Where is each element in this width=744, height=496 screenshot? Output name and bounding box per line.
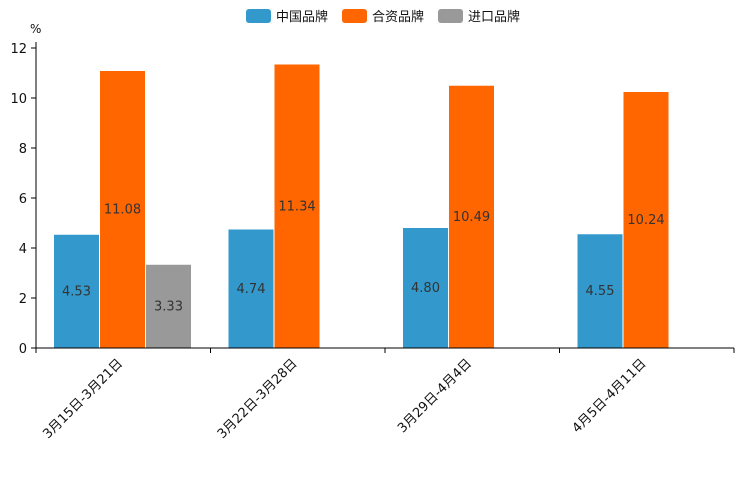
- bars: 4.53 11.08 3.33 4.74 11.34 4.80 10.49 4.55 10.24: [54, 64, 669, 348]
- legend-swatch[interactable]: [246, 9, 271, 23]
- legend-label[interactable]: 中国品牌: [276, 9, 328, 25]
- bar: [146, 264, 191, 348]
- x-tick-label: 3月29日-4月4日: [395, 356, 475, 436]
- x-tick-label: 3月22日-3月28日: [215, 356, 301, 442]
- bar: [577, 234, 623, 348]
- legend-swatch[interactable]: [438, 9, 463, 23]
- y-tick-label: 6: [19, 192, 27, 207]
- bar-value-label: 4.55: [586, 284, 615, 299]
- bar-value-label: 4.80: [411, 281, 440, 296]
- bar: [623, 92, 669, 348]
- y-tick-label: 4: [19, 242, 27, 257]
- bar: [403, 228, 448, 348]
- bar: [274, 64, 320, 348]
- y-tick-label: 2: [19, 292, 27, 307]
- bar-value-label: 4.53: [62, 284, 91, 299]
- bar-value-label: 3.33: [154, 299, 183, 314]
- bar: [228, 229, 274, 348]
- y-tick-label: 12: [10, 42, 27, 57]
- legend-label[interactable]: 进口品牌: [468, 9, 520, 25]
- bar-value-label: 4.74: [237, 282, 266, 297]
- y-axis-unit-label: %: [30, 22, 41, 36]
- bar: [54, 234, 99, 348]
- bar-value-label: 11.08: [104, 203, 141, 218]
- x-tick-label: 4月5日-4月11日: [570, 356, 650, 436]
- y-tick-label: 0: [19, 342, 27, 357]
- legend: 中国品牌 合资品牌 进口品牌: [246, 9, 520, 25]
- x-axis: 3月15日-3月21日 3月22日-3月28日 3月29日-4月4日 4月5日-4月1…: [35, 347, 735, 442]
- bar-value-label: 10.24: [627, 213, 664, 228]
- bar-value-label: 10.49: [453, 210, 490, 225]
- y-tick-label: 10: [10, 92, 27, 107]
- y-tick-label: 8: [19, 142, 27, 157]
- bar-value-label: 11.34: [278, 199, 315, 214]
- bar: [100, 71, 145, 348]
- y-axis: 0 2 4 6 8 10 12: [10, 42, 37, 357]
- x-tick-label: 3月15日-3月21日: [40, 356, 126, 442]
- bar: [449, 85, 494, 348]
- legend-swatch[interactable]: [342, 9, 367, 23]
- legend-label[interactable]: 合资品牌: [372, 9, 424, 25]
